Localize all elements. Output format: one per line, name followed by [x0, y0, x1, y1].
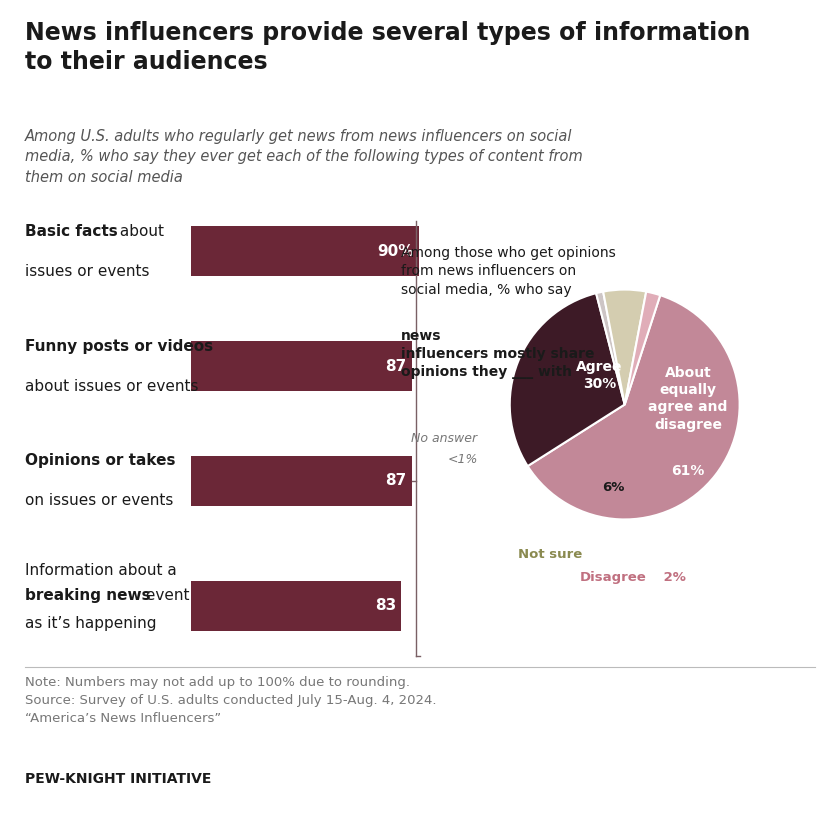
Bar — [192, 341, 412, 391]
Text: Note: Numbers may not add up to 100% due to rounding.
Source: Survey of U.S. adu: Note: Numbers may not add up to 100% due… — [25, 676, 437, 725]
Text: breaking news: breaking news — [25, 588, 151, 603]
Bar — [192, 581, 402, 631]
Text: 90%: 90% — [377, 244, 414, 259]
Wedge shape — [603, 290, 646, 404]
Text: Agree
30%: Agree 30% — [576, 360, 622, 391]
Text: No answer: No answer — [412, 433, 478, 445]
Bar — [192, 456, 412, 506]
Text: as it’s happening: as it’s happening — [25, 616, 157, 631]
Wedge shape — [510, 293, 625, 466]
Text: issues or events: issues or events — [25, 264, 150, 279]
Text: 2%: 2% — [659, 572, 686, 584]
Text: <1%: <1% — [447, 453, 478, 466]
Text: event: event — [141, 588, 190, 603]
Text: news
influencers mostly share
opinions they ___ with: news influencers mostly share opinions t… — [401, 329, 594, 379]
Text: About
equally
agree and
disagree: About equally agree and disagree — [648, 366, 727, 432]
Text: 61%: 61% — [671, 464, 705, 478]
Text: Funny posts or videos: Funny posts or videos — [25, 339, 213, 354]
Text: on issues or events: on issues or events — [25, 493, 174, 508]
Text: Opinions or takes: Opinions or takes — [25, 453, 176, 468]
Text: 83: 83 — [375, 598, 396, 613]
Text: Among those who get opinions
from news influencers on
social media, % who say: Among those who get opinions from news i… — [401, 246, 615, 297]
Bar — [192, 226, 419, 276]
Text: Not sure: Not sure — [517, 548, 582, 562]
Text: Disagree: Disagree — [580, 572, 647, 584]
Wedge shape — [596, 291, 625, 404]
Text: News influencers provide several types of information
to their audiences: News influencers provide several types o… — [25, 21, 751, 73]
Text: PEW-KNIGHT INITIATIVE: PEW-KNIGHT INITIATIVE — [25, 772, 212, 786]
Text: about: about — [115, 224, 164, 239]
Text: about issues or events: about issues or events — [25, 379, 199, 394]
Text: Information about a: Information about a — [25, 563, 177, 578]
Text: 87: 87 — [385, 359, 407, 374]
Wedge shape — [528, 295, 740, 519]
Wedge shape — [625, 291, 660, 404]
Text: Basic facts: Basic facts — [25, 224, 118, 239]
Text: 87: 87 — [385, 473, 407, 488]
Text: Among U.S. adults who regularly get news from news influencers on social
media, : Among U.S. adults who regularly get news… — [25, 129, 583, 185]
Text: 6%: 6% — [602, 481, 624, 493]
